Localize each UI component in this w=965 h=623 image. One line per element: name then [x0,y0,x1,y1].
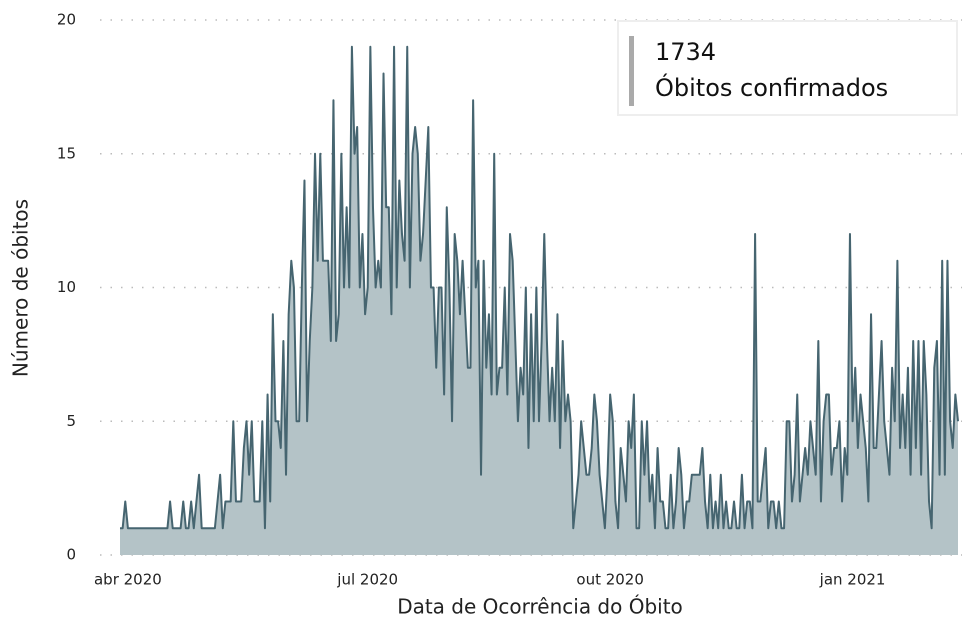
kpi-label: Óbitos confirmados [655,74,889,102]
area [120,46,958,555]
y-tick-label: 15 [57,144,76,162]
y-tick-label: 0 [66,546,76,564]
x-tick-label: jan 2021 [819,571,886,589]
x-tick-label: jul 2020 [336,571,398,589]
kpi-value: 1734 [655,38,717,66]
y-tick-label: 10 [57,278,76,296]
x-tick-label: out 2020 [576,571,644,589]
x-axis-label: Data de Ocorrência do Óbito [397,595,683,619]
y-tick-label: 20 [57,11,76,29]
kpi-card: 1734 Óbitos confirmados [617,20,958,116]
y-tick-label: 5 [66,412,76,430]
line [120,45,959,530]
card-accent [629,36,634,106]
x-tick-label: abr 2020 [94,571,162,589]
y-axis-label: Número de óbitos [9,199,33,377]
